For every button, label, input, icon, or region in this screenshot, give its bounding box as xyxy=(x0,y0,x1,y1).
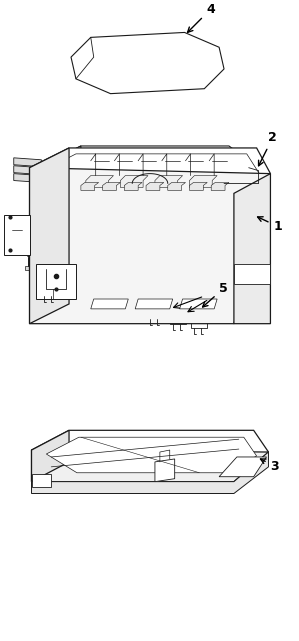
Polygon shape xyxy=(41,146,259,187)
Polygon shape xyxy=(168,183,186,190)
Polygon shape xyxy=(168,267,197,272)
Polygon shape xyxy=(135,299,173,309)
Polygon shape xyxy=(31,452,269,494)
Polygon shape xyxy=(86,176,113,187)
Polygon shape xyxy=(41,146,81,183)
Text: 2: 2 xyxy=(259,131,277,166)
Polygon shape xyxy=(14,166,41,174)
Polygon shape xyxy=(207,304,225,307)
Polygon shape xyxy=(190,183,207,190)
Polygon shape xyxy=(80,265,102,274)
Polygon shape xyxy=(103,183,120,190)
Polygon shape xyxy=(155,459,175,481)
Polygon shape xyxy=(188,304,200,312)
Polygon shape xyxy=(169,297,184,300)
Polygon shape xyxy=(234,174,270,324)
Polygon shape xyxy=(41,288,57,296)
Polygon shape xyxy=(147,311,163,319)
Text: 3: 3 xyxy=(260,459,279,473)
Polygon shape xyxy=(77,274,106,278)
Polygon shape xyxy=(4,215,30,254)
Polygon shape xyxy=(211,183,229,190)
Polygon shape xyxy=(80,262,111,265)
Text: 1: 1 xyxy=(257,217,282,233)
Polygon shape xyxy=(31,450,269,481)
Polygon shape xyxy=(146,183,164,190)
Polygon shape xyxy=(124,183,142,190)
Text: 4: 4 xyxy=(187,3,215,32)
Polygon shape xyxy=(25,267,56,271)
Polygon shape xyxy=(188,301,204,304)
Polygon shape xyxy=(165,282,193,286)
Polygon shape xyxy=(56,152,249,185)
Polygon shape xyxy=(43,154,260,188)
Polygon shape xyxy=(14,174,41,183)
Polygon shape xyxy=(81,183,99,190)
Polygon shape xyxy=(120,176,148,187)
Polygon shape xyxy=(46,437,257,473)
Polygon shape xyxy=(36,265,76,299)
Polygon shape xyxy=(191,320,207,328)
Polygon shape xyxy=(219,457,266,477)
Polygon shape xyxy=(234,265,270,284)
Polygon shape xyxy=(71,33,224,94)
Polygon shape xyxy=(31,430,69,481)
Polygon shape xyxy=(169,300,181,308)
Polygon shape xyxy=(138,265,168,269)
Polygon shape xyxy=(155,176,183,187)
Polygon shape xyxy=(168,272,187,282)
Polygon shape xyxy=(170,316,186,324)
Polygon shape xyxy=(28,252,61,256)
Polygon shape xyxy=(190,176,217,187)
Text: 5: 5 xyxy=(203,282,228,307)
Polygon shape xyxy=(30,148,69,324)
Polygon shape xyxy=(187,267,197,282)
Polygon shape xyxy=(51,252,61,267)
Polygon shape xyxy=(30,168,270,324)
Polygon shape xyxy=(41,166,259,183)
Polygon shape xyxy=(14,158,41,167)
Polygon shape xyxy=(31,430,269,472)
Polygon shape xyxy=(135,279,163,283)
Polygon shape xyxy=(158,265,168,279)
Polygon shape xyxy=(28,256,51,267)
Polygon shape xyxy=(138,269,158,279)
Polygon shape xyxy=(207,307,221,317)
Polygon shape xyxy=(180,299,217,309)
Polygon shape xyxy=(102,262,111,274)
Polygon shape xyxy=(30,148,270,192)
Polygon shape xyxy=(91,299,128,309)
Polygon shape xyxy=(31,474,51,487)
